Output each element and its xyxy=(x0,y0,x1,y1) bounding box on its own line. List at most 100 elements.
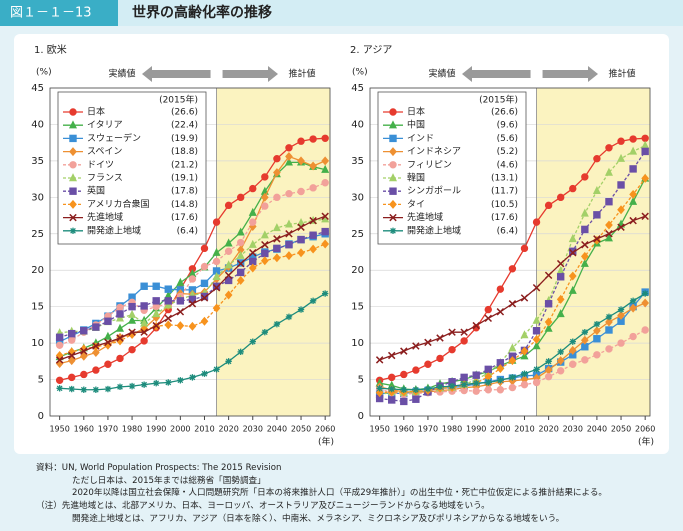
note-line: 資料：UN, World Population Prospects: The 2… xyxy=(36,463,282,473)
marker xyxy=(68,329,76,338)
legend-label: 日本 xyxy=(407,106,425,118)
marker xyxy=(80,347,88,355)
marker xyxy=(388,396,396,404)
marker xyxy=(212,282,221,290)
x-unit: (年) xyxy=(318,436,334,448)
marker xyxy=(321,156,330,166)
marker xyxy=(321,212,329,221)
marker xyxy=(92,348,100,358)
marker xyxy=(544,372,553,381)
marker xyxy=(321,164,330,173)
marker xyxy=(248,263,257,273)
marker xyxy=(532,378,541,387)
marker xyxy=(116,383,124,391)
marker xyxy=(557,348,564,356)
marker xyxy=(116,310,124,318)
marker xyxy=(617,181,625,189)
marker xyxy=(212,257,221,266)
marker xyxy=(593,211,601,219)
legend-value: (19.9) xyxy=(171,134,198,144)
marker xyxy=(164,297,172,305)
marker xyxy=(629,146,638,155)
x-tick-label: 2010 xyxy=(514,425,534,434)
plot-frame xyxy=(49,87,331,417)
marker xyxy=(224,260,233,269)
legend-label: 中国 xyxy=(407,119,425,131)
marker xyxy=(212,218,221,226)
marker xyxy=(236,238,245,247)
marker xyxy=(80,370,88,379)
projection-label: 推計値 xyxy=(608,68,635,80)
panel-title: 2. アジア xyxy=(350,45,392,56)
marker xyxy=(116,354,124,363)
legend-box xyxy=(377,91,527,245)
marker xyxy=(629,332,637,341)
marker xyxy=(297,306,305,313)
marker xyxy=(176,321,185,331)
marker xyxy=(248,239,257,248)
legend-label: 先進地域 xyxy=(87,211,123,223)
x-unit: (年) xyxy=(638,436,654,448)
marker xyxy=(55,341,64,349)
legend-marker xyxy=(68,120,78,129)
marker xyxy=(388,373,396,382)
marker xyxy=(55,333,64,341)
legend-value: (17.6) xyxy=(491,213,518,223)
marker xyxy=(436,383,444,391)
marker xyxy=(309,216,317,225)
marker xyxy=(152,282,160,290)
marker xyxy=(321,227,329,236)
marker xyxy=(556,273,565,281)
legend-marker xyxy=(69,187,77,195)
marker xyxy=(388,385,395,393)
marker xyxy=(556,309,565,318)
marker xyxy=(176,308,185,316)
marker xyxy=(617,137,625,145)
legend-value: (17.6) xyxy=(171,213,198,223)
marker xyxy=(472,321,480,330)
marker xyxy=(321,239,330,249)
marker xyxy=(605,345,613,353)
marker xyxy=(309,161,317,171)
x-tick-label: 2030 xyxy=(563,425,583,434)
marker xyxy=(400,347,408,355)
marker xyxy=(424,385,432,393)
legend-title: (2015年) xyxy=(479,94,518,106)
marker xyxy=(485,379,492,386)
marker xyxy=(224,247,233,255)
marker xyxy=(237,348,244,356)
marker xyxy=(80,386,87,393)
marker xyxy=(617,310,625,320)
marker xyxy=(448,328,456,336)
marker xyxy=(115,323,125,332)
x-tick-label: 2060 xyxy=(635,425,655,434)
marker xyxy=(297,218,306,227)
y-tick-label: 0 xyxy=(38,411,44,422)
marker xyxy=(164,300,173,309)
marker xyxy=(472,387,480,395)
legend-label: 韓国 xyxy=(407,173,425,184)
marker xyxy=(248,207,257,216)
marker xyxy=(236,275,245,285)
y-tick-label: 10 xyxy=(351,338,364,349)
x-tick-label: 1970 xyxy=(98,425,118,434)
marker xyxy=(152,297,160,305)
marker xyxy=(200,294,209,302)
marker xyxy=(128,315,137,324)
marker xyxy=(580,251,589,261)
marker xyxy=(140,328,148,336)
legend-label: 先進地域 xyxy=(407,211,443,223)
marker xyxy=(448,345,456,354)
marker xyxy=(556,356,565,366)
marker xyxy=(236,193,245,202)
legend-marker xyxy=(389,213,397,222)
marker xyxy=(285,189,293,198)
marker xyxy=(629,216,637,225)
marker xyxy=(261,173,269,181)
legend-label: スウェーデン xyxy=(87,132,141,144)
marker xyxy=(520,244,529,253)
marker xyxy=(484,314,493,323)
marker xyxy=(593,320,601,328)
marker xyxy=(188,295,197,304)
legend-value: (9.6) xyxy=(497,121,518,131)
